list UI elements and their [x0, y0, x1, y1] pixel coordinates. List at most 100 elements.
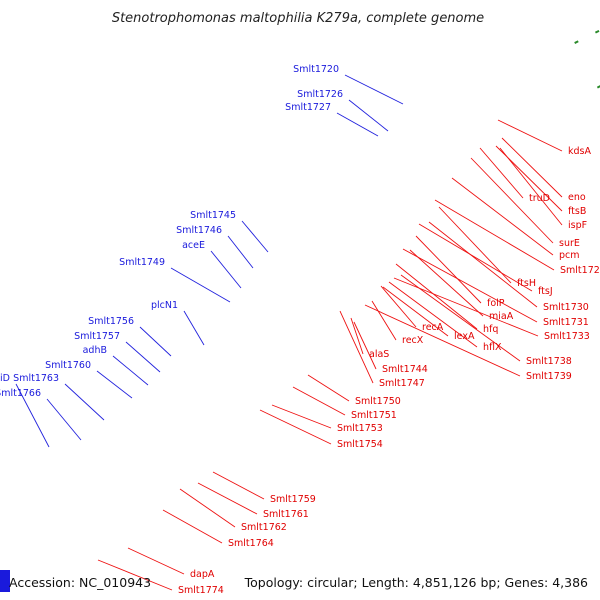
reverse-gene-label: ftsH — [517, 278, 536, 289]
reverse-gene-label: ftsB — [568, 206, 586, 217]
reverse-callout-line — [212, 471, 265, 500]
reverse-callout-line — [307, 374, 350, 402]
reverse-gene-label: Smlt1750 — [355, 396, 401, 407]
reverse-gene-label: Smlt1747 — [379, 378, 425, 389]
forward-gene-label: Smlt1726 — [297, 89, 343, 100]
reverse-callout-line — [497, 119, 563, 152]
reverse-callout-line — [415, 235, 482, 304]
gene-labels: Smlt1720 Smlt1726 Smlt1727 Smlt1745 Smlt1746… — [0, 64, 600, 596]
reverse-callout-line — [382, 286, 449, 337]
reverse-callout-line — [434, 199, 555, 271]
reverse-gene-label: Smlt1725 — [560, 265, 600, 276]
genome-summary-text: Topology: circular; Length: 4,851,126 bp… — [244, 575, 588, 590]
reverse-callout-line — [479, 147, 524, 199]
reverse-callout-line — [395, 263, 478, 330]
reverse-callout-line — [501, 137, 563, 198]
gc-dot — [594, 30, 600, 34]
forward-callout-line — [139, 326, 172, 357]
reverse-gene-label: Smlt1753 — [337, 423, 383, 434]
forward-callout-line — [210, 250, 242, 289]
reverse-callout-line — [127, 547, 185, 575]
reverse-callout-line — [499, 147, 563, 226]
reverse-gene-label: Smlt1751 — [351, 410, 397, 421]
reverse-gene-label: hfq — [483, 324, 498, 335]
reverse-callout-line — [400, 274, 521, 362]
reverse-gene-label: Smlt1744 — [382, 364, 428, 375]
reverse-gene-label: Smlt1774 — [178, 585, 224, 596]
accession-text: Accession: NC_010943 — [9, 575, 151, 590]
forward-gene-label: thiD — [0, 373, 10, 384]
genome-title: Stenotrophomonas maltophilia K279a, comp… — [112, 11, 484, 26]
gc-dot — [596, 84, 600, 89]
forward-callout-line — [336, 112, 379, 137]
gc-content-track — [574, 30, 600, 89]
gc-dot — [574, 40, 579, 44]
forward-callout-line — [241, 220, 269, 253]
reverse-gene-label: folP — [487, 298, 505, 309]
reverse-callout-line — [451, 177, 554, 256]
forward-gene-label: Smlt1766 — [0, 388, 41, 399]
reverse-callout-line — [470, 157, 554, 244]
reverse-callout-line — [97, 559, 173, 591]
reverse-callout-line — [438, 206, 512, 284]
forward-callout-line — [170, 267, 231, 303]
reverse-gene-label: Smlt1754 — [337, 439, 383, 450]
reverse-callout-line — [388, 281, 478, 348]
gene-callout-lines — [15, 74, 563, 591]
reverse-callout-line — [380, 285, 417, 328]
reverse-gene-label: hflX — [483, 342, 502, 353]
reverse-gene-label: pcm — [559, 250, 580, 261]
reverse-gene-label: lexA — [454, 331, 475, 342]
forward-callout-line — [183, 310, 205, 346]
forward-callout-line — [344, 74, 404, 105]
reverse-gene-label: recA — [422, 322, 444, 333]
forward-gene-label: Smlt1727 — [285, 102, 331, 113]
forward-callout-line — [125, 341, 161, 373]
reverse-gene-label: miaA — [489, 311, 514, 322]
forward-gene-label: adhB — [83, 345, 107, 356]
reverse-callout-line — [418, 223, 533, 292]
forward-callout-line — [348, 99, 389, 132]
reverse-gene-label: Smlt1730 — [543, 302, 589, 313]
reverse-gene-label: ftsJ — [538, 286, 553, 297]
reverse-gene-label: eno — [568, 192, 586, 203]
reverse-callout-line — [350, 317, 364, 355]
reverse-gene-label: Smlt1738 — [526, 356, 572, 367]
reverse-gene-label: Smlt1762 — [241, 522, 287, 533]
reverse-gene-label: Smlt1733 — [544, 331, 590, 342]
forward-gene-label: Smlt1763 — [13, 373, 59, 384]
forward-callout-line — [46, 398, 82, 441]
forward-gene-label: Smlt1749 — [119, 257, 165, 268]
forward-gene-label: Smlt1720 — [293, 64, 339, 75]
reverse-gene-label: dapA — [190, 569, 215, 580]
reverse-callout-line — [197, 482, 258, 515]
reverse-gene-label: Smlt1759 — [270, 494, 316, 505]
forward-gene-label: plcN1 — [151, 300, 178, 311]
reverse-callout-line — [339, 310, 374, 384]
reverse-gene-label: ispF — [568, 220, 587, 231]
reverse-callout-line — [364, 304, 521, 377]
forward-gene-label: aceE — [182, 240, 205, 251]
forward-callout-line — [96, 370, 133, 399]
forward-gene-label: Smlt1756 — [88, 316, 134, 327]
forward-callout-line — [64, 383, 105, 421]
reverse-gene-label: surE — [559, 238, 580, 249]
reverse-callout-line — [162, 509, 223, 544]
reverse-gene-label: alaS — [369, 349, 389, 360]
reverse-callout-line — [402, 248, 538, 323]
reverse-gene-label: Smlt1764 — [228, 538, 274, 549]
reverse-callout-line — [353, 321, 377, 370]
forward-gene-label: Smlt1757 — [74, 331, 120, 342]
reverse-callout-line — [179, 488, 236, 528]
reverse-callout-line — [259, 409, 332, 445]
reverse-gene-label: Smlt1739 — [526, 371, 572, 382]
forward-callout-line — [227, 235, 254, 269]
reverse-callout-line — [371, 300, 397, 341]
reverse-gene-label: Smlt1761 — [263, 509, 309, 520]
reverse-gene-label: truD — [529, 193, 550, 204]
reverse-callout-line — [292, 386, 346, 416]
reverse-callout-line — [271, 404, 332, 429]
legend-swatch — [0, 570, 10, 592]
forward-callout-line — [15, 383, 50, 448]
